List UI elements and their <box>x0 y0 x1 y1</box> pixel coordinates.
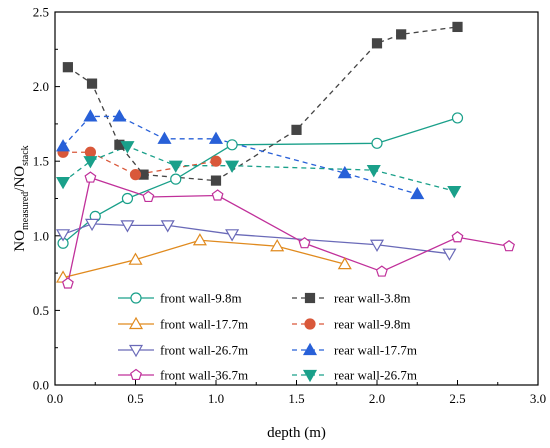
data-point <box>371 38 383 49</box>
y-axis-title-sub2: stack <box>20 145 31 166</box>
series-line <box>62 117 458 244</box>
legend-marker <box>302 369 318 383</box>
legend-label: rear wall-26.7m <box>334 368 417 383</box>
data-point <box>208 131 224 144</box>
y-axis-title-main: NO <box>12 230 28 252</box>
legend-marker <box>130 292 142 304</box>
data-point <box>56 229 71 242</box>
data-point <box>366 165 381 178</box>
data-point <box>142 190 155 203</box>
x-tick-label: 1.5 <box>288 391 304 406</box>
data-point <box>225 160 240 173</box>
y-tick-label: 1.0 <box>33 228 49 243</box>
data-point <box>447 185 462 199</box>
legend-label: front wall-26.7m <box>160 343 248 358</box>
data-point <box>226 139 238 151</box>
data-point <box>375 265 388 277</box>
data-point <box>451 112 464 124</box>
data-point <box>210 155 222 167</box>
data-point <box>128 252 143 265</box>
y-axis-title-sep: /NO <box>12 166 28 192</box>
series-lines <box>62 26 510 284</box>
legend-marker <box>304 292 316 304</box>
legend-marker <box>130 368 142 381</box>
series-line <box>62 223 450 255</box>
x-tick-label: 0.5 <box>127 391 143 406</box>
data-point <box>396 29 407 40</box>
axis-ticks: 0.0 0.5 1.0 1.5 2.0 2.5 3.0 0.0 0.5 1.0 1.5 2.0 2.5 <box>33 5 546 407</box>
series-line <box>62 145 455 192</box>
data-point <box>84 171 97 183</box>
data-point <box>298 237 311 249</box>
legend: front wall-9.8m front wall-17.7m front wal… <box>118 291 417 383</box>
data-point <box>503 239 515 252</box>
data-point <box>157 131 172 144</box>
data-point <box>170 173 182 185</box>
y-tick-label: 2.5 <box>33 5 49 20</box>
series-line <box>62 115 418 195</box>
data-point <box>61 277 74 289</box>
y-tick-label: 1.5 <box>33 154 49 169</box>
data-point <box>86 78 98 89</box>
data-point <box>225 229 240 242</box>
data-point <box>83 156 98 169</box>
data-point <box>112 109 127 122</box>
data-point <box>442 248 457 261</box>
legend-label: front wall-9.8m <box>160 291 242 306</box>
y-tick-label: 0.5 <box>33 303 49 318</box>
x-tick-label: 3.0 <box>530 391 546 406</box>
series-markers <box>56 21 515 289</box>
data-point <box>451 231 464 243</box>
data-point <box>168 160 183 173</box>
data-point <box>369 239 385 252</box>
y-axis-title: NOmeasured/NOstack <box>12 145 31 251</box>
data-point <box>62 62 73 73</box>
data-point <box>56 139 71 152</box>
legend-marker <box>304 318 316 330</box>
y-tick-label: 2.0 <box>33 79 49 94</box>
data-point <box>160 220 175 233</box>
legend-label: rear wall-9.8m <box>334 317 411 332</box>
y-axis-title-sub1: measured <box>20 192 31 230</box>
legend-marker <box>128 316 144 330</box>
x-tick-label: 1.0 <box>208 391 224 406</box>
data-point <box>121 192 134 205</box>
data-point <box>452 21 463 33</box>
data-point <box>129 169 142 181</box>
legend-marker <box>302 342 318 356</box>
data-point <box>56 176 71 190</box>
data-point <box>371 137 383 149</box>
data-point <box>291 124 302 135</box>
data-point <box>84 218 100 232</box>
data-point <box>192 233 207 246</box>
data-point <box>210 175 222 186</box>
data-point <box>84 146 97 158</box>
data-point <box>337 165 352 179</box>
legend-label: front wall-36.7m <box>160 368 248 383</box>
series-line <box>67 176 510 284</box>
data-point <box>270 239 285 252</box>
data-point <box>120 220 135 233</box>
legend-label: rear wall-3.8m <box>334 291 411 306</box>
legend-label: front wall-17.7m <box>160 317 248 332</box>
data-point <box>120 141 135 154</box>
x-tick-label: 2.0 <box>369 391 385 406</box>
x-axis-title: depth (m) <box>267 425 326 441</box>
legend-marker <box>128 344 144 358</box>
data-point <box>211 189 224 201</box>
data-point <box>337 256 352 270</box>
data-point <box>83 109 98 122</box>
x-tick-label: 2.5 <box>449 391 465 406</box>
legend-label: rear wall-17.7m <box>334 343 417 358</box>
data-point <box>410 186 425 200</box>
x-tick-label: 0.0 <box>47 391 63 406</box>
y-tick-label: 0.0 <box>33 378 49 393</box>
series-line <box>67 26 458 182</box>
